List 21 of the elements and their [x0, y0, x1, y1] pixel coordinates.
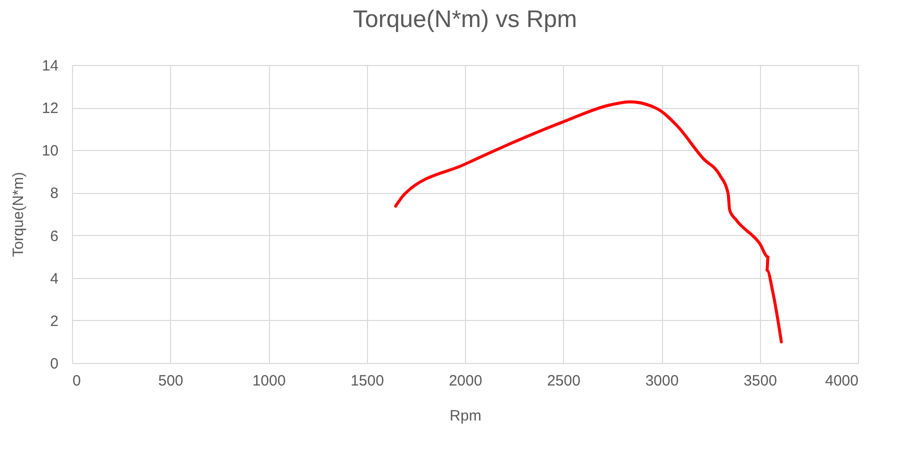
- chart-title: Torque(N*m) vs Rpm: [352, 6, 578, 33]
- line-series: [394, 100, 783, 344]
- x-tick-label: 0: [72, 372, 81, 390]
- x-tick-label: 1000: [252, 372, 286, 390]
- y-tick-label: 6: [50, 228, 58, 245]
- x-axis-title: Rpm: [450, 408, 482, 424]
- x-tick-label: 500: [158, 372, 184, 390]
- x-tick-label: 2000: [448, 372, 482, 390]
- x-tick-label: 1500: [350, 372, 384, 390]
- x-tick-label: 3500: [744, 372, 777, 390]
- y-tick-label: 4: [50, 270, 58, 288]
- y-tick-label: 10: [42, 142, 58, 160]
- x-tick-label: 2500: [547, 372, 580, 390]
- y-tick-label: 14: [42, 58, 58, 74]
- x-tick-label: 4000: [825, 372, 858, 390]
- x-tick-label: 3000: [645, 372, 679, 390]
- y-axis-title: Torque(N*m): [10, 172, 27, 258]
- y-tick-label: 12: [42, 100, 58, 118]
- y-tick-label: 8: [50, 185, 58, 202]
- y-tick-label: 2: [50, 312, 58, 330]
- y-tick-label: 0: [50, 356, 58, 372]
